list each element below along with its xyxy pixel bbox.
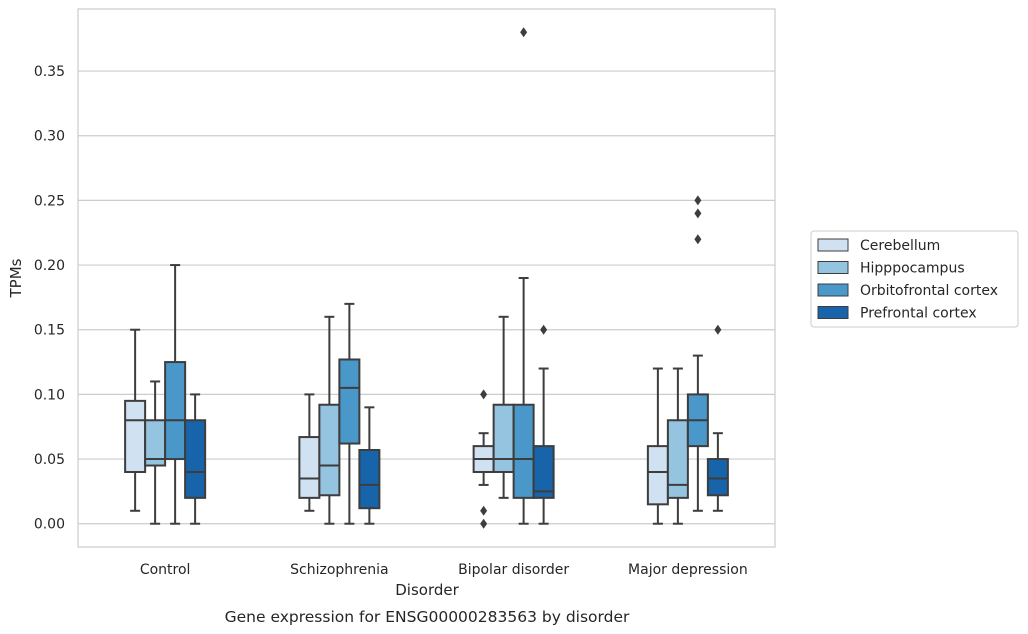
box bbox=[358, 406, 381, 525]
y-tick-label: 0.30 bbox=[34, 129, 65, 145]
box bbox=[686, 195, 709, 512]
legend-label: Orbitofrontal cortex bbox=[860, 283, 998, 299]
legend-swatch bbox=[817, 306, 849, 319]
box-series bbox=[124, 27, 729, 529]
legend-label: Hipppocampus bbox=[860, 261, 965, 277]
x-tick-label: Schizophrenia bbox=[290, 562, 388, 578]
legend-label: Cerebellum bbox=[860, 238, 940, 254]
box-body bbox=[184, 419, 207, 499]
y-tick-label: 0.00 bbox=[34, 517, 65, 533]
y-axis-ticks: 0.00 0.05 0.10 0.15 0.20 0.25 0.30 0.35 bbox=[34, 64, 65, 533]
legend-swatch bbox=[817, 261, 849, 274]
box-body bbox=[164, 361, 187, 461]
x-axis-label: Disorder bbox=[395, 581, 459, 599]
chart-caption: Gene expression for ENSG00000283563 by d… bbox=[225, 608, 630, 626]
x-axis-ticks: Control Schizophrenia Bipolar disorder Majo… bbox=[140, 562, 748, 578]
outlier-point bbox=[480, 389, 488, 400]
box bbox=[144, 380, 167, 525]
box bbox=[706, 324, 729, 512]
box bbox=[298, 393, 321, 512]
legend-swatch bbox=[817, 283, 849, 297]
box bbox=[164, 264, 187, 525]
box-body bbox=[646, 445, 669, 506]
box bbox=[666, 367, 689, 525]
legend-frame bbox=[810, 230, 1019, 328]
box-body bbox=[358, 449, 381, 510]
y-tick-label: 0.35 bbox=[34, 64, 65, 80]
series-prefrontal-cortex bbox=[184, 324, 729, 525]
box bbox=[184, 393, 207, 525]
series-hipppocampus bbox=[144, 315, 689, 525]
box bbox=[532, 324, 555, 525]
box-body bbox=[124, 399, 147, 473]
box bbox=[472, 389, 495, 529]
outlier-point bbox=[480, 505, 488, 516]
y-tick-label: 0.05 bbox=[34, 452, 65, 468]
series-cerebellum bbox=[124, 328, 669, 529]
box-body bbox=[298, 436, 321, 499]
box-body bbox=[532, 445, 555, 499]
box-body bbox=[512, 403, 535, 499]
outlier-point bbox=[540, 324, 548, 335]
y-axis-label: TPMs bbox=[7, 258, 25, 298]
box bbox=[124, 328, 147, 512]
x-tick-label: Control bbox=[140, 562, 191, 578]
box bbox=[646, 367, 669, 525]
box-body bbox=[338, 358, 361, 445]
legend-label: Prefrontal cortex bbox=[860, 306, 977, 322]
box-body bbox=[492, 403, 515, 473]
y-tick-label: 0.10 bbox=[34, 387, 65, 403]
box-body bbox=[318, 403, 341, 497]
x-tick-label: Major depression bbox=[628, 562, 748, 578]
box-body bbox=[706, 458, 729, 497]
box bbox=[492, 315, 515, 499]
outlier-point bbox=[714, 324, 722, 335]
x-tick-label: Bipolar disorder bbox=[458, 562, 569, 578]
y-tick-label: 0.15 bbox=[34, 323, 65, 339]
legend-swatch bbox=[817, 238, 849, 252]
plot-area bbox=[77, 8, 776, 548]
outlier-point bbox=[480, 518, 488, 529]
outlier-point bbox=[694, 208, 702, 219]
y-tick-label: 0.20 bbox=[34, 258, 65, 274]
box bbox=[318, 315, 341, 525]
outlier-point bbox=[520, 27, 528, 38]
y-tick-label: 0.25 bbox=[34, 193, 65, 209]
outlier-point bbox=[694, 234, 702, 245]
box-body bbox=[666, 419, 689, 499]
outlier-point bbox=[694, 195, 702, 206]
series-orbitofrontal-cortex bbox=[164, 27, 709, 525]
box bbox=[338, 302, 361, 525]
box bbox=[512, 27, 535, 525]
legend: Cerebellum Hipppocampus Orbitofrontal cort… bbox=[810, 230, 1019, 328]
